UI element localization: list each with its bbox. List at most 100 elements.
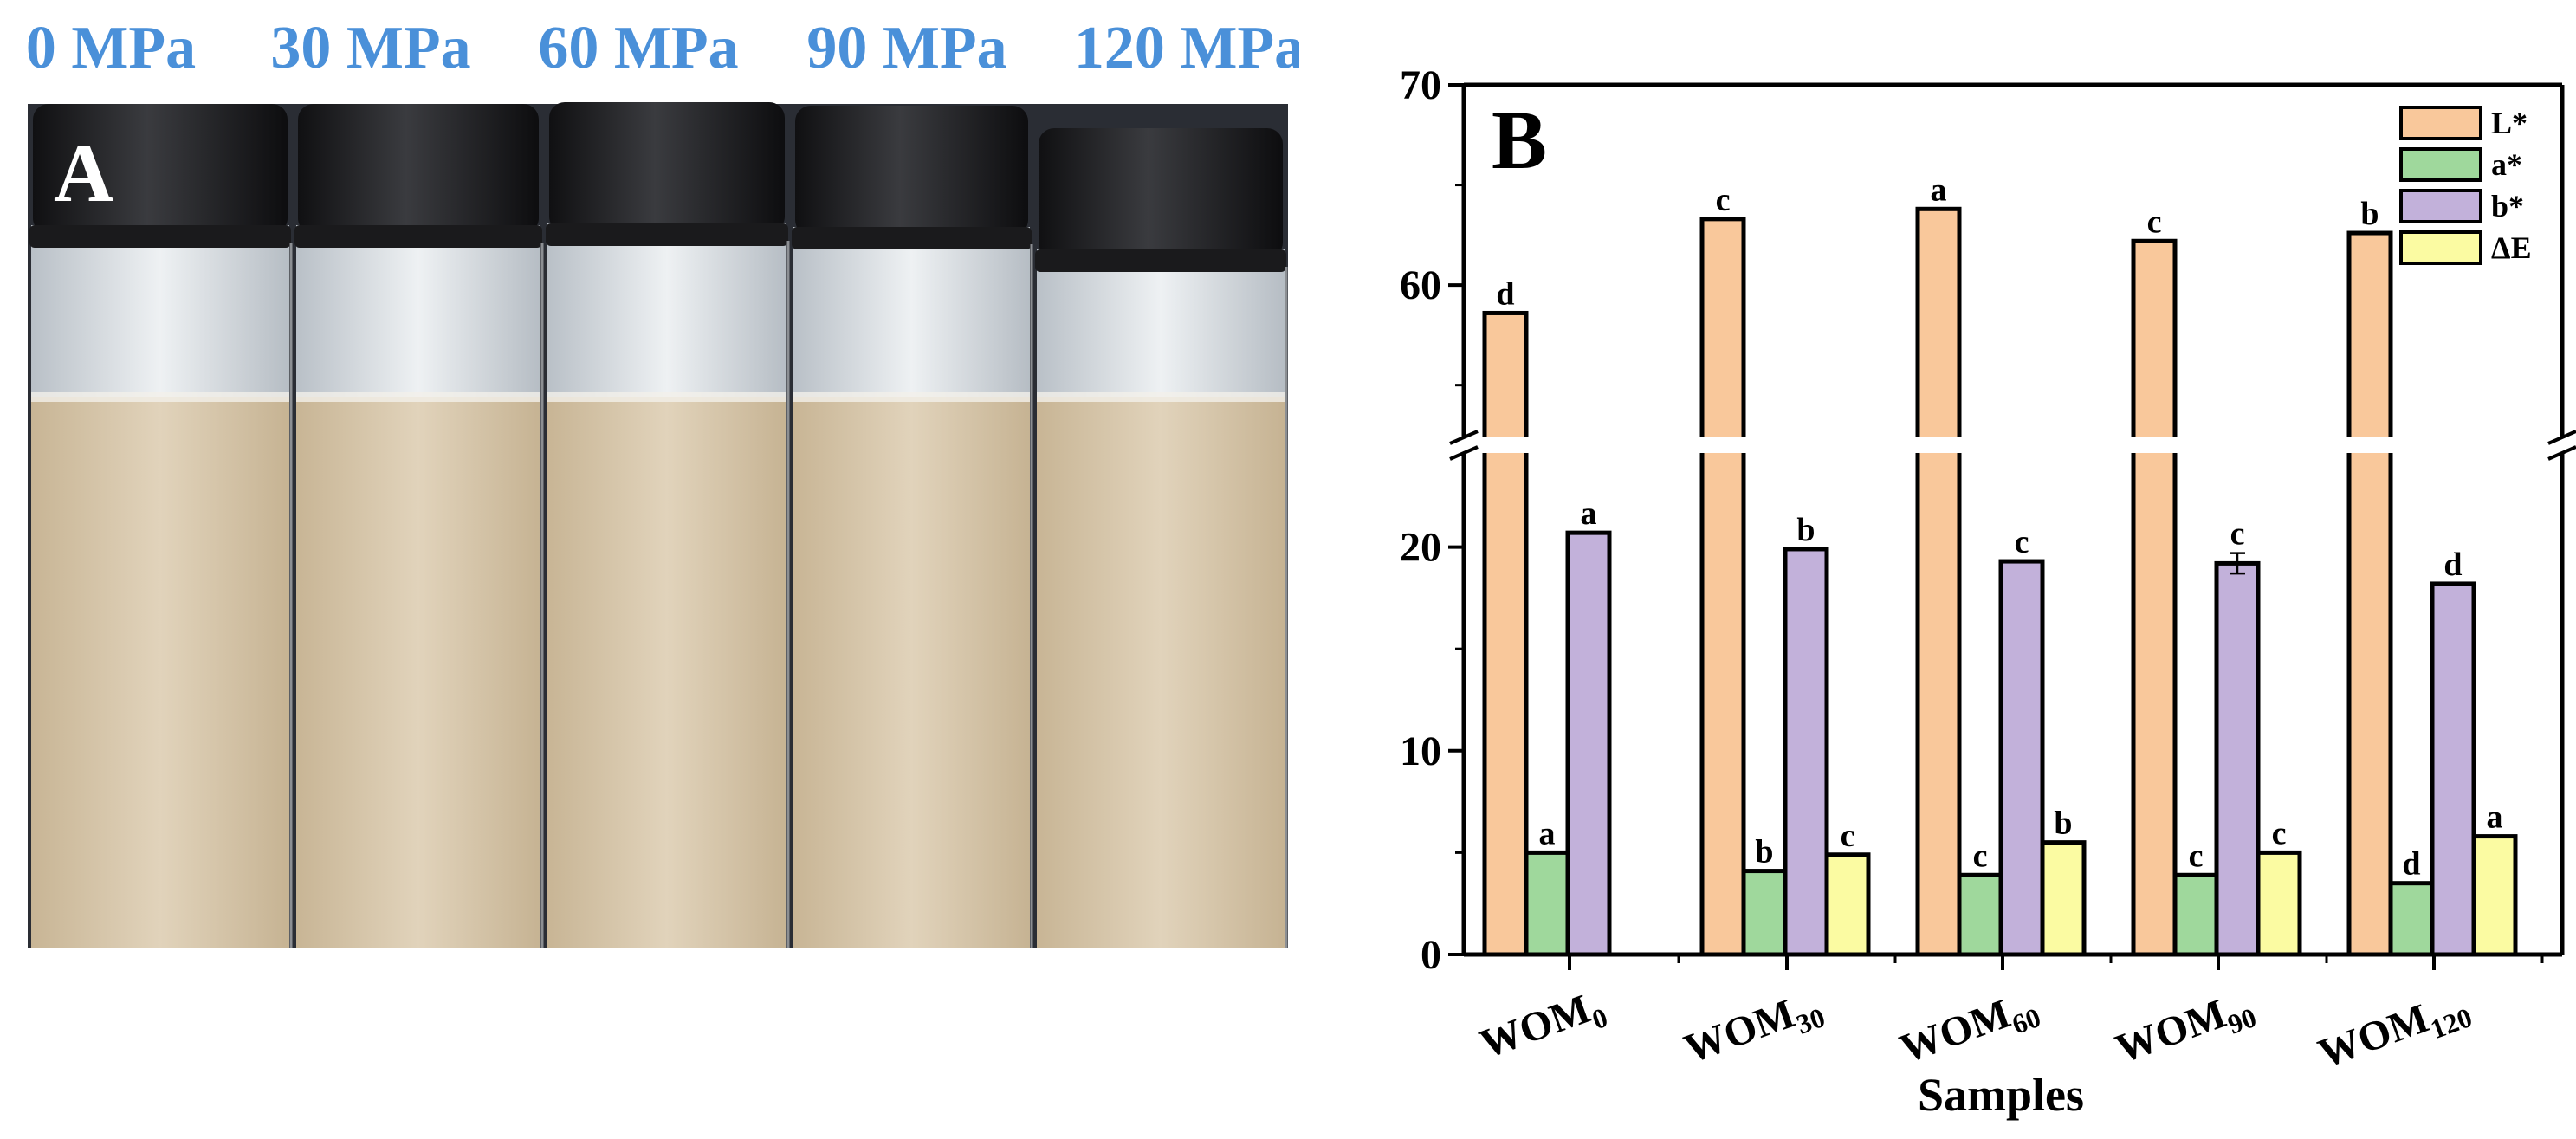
vial-liquid bbox=[793, 397, 1030, 948]
pressure-label: 90 MPa bbox=[806, 15, 1006, 81]
y-tick-label: 70 bbox=[1400, 62, 1441, 108]
pressure-label: 0 MPa bbox=[26, 15, 196, 81]
significance-letter: b bbox=[1755, 834, 1773, 870]
vial-cap bbox=[795, 106, 1028, 236]
vial-cap-rim bbox=[1035, 249, 1286, 272]
significance-letter: d bbox=[2402, 846, 2420, 883]
significance-letter: a bbox=[2487, 799, 2503, 836]
significance-letter: c bbox=[2272, 815, 2287, 851]
significance-letter: c bbox=[2230, 516, 2245, 553]
x-ticks: WOM0 WOM30 WOM60 WOM90 WOM120 bbox=[1474, 955, 2544, 1084]
vial-cap-rim bbox=[546, 223, 788, 246]
axes-frame bbox=[1461, 82, 2565, 957]
significance-letter: b bbox=[2054, 806, 2072, 842]
bar-a*-1 bbox=[1741, 869, 1788, 957]
panel-a-photo: A 0 MPa 30 MPa 60 MPa 90 MPa 120 MPa bbox=[26, 15, 1304, 948]
bar-a*-4 bbox=[2388, 881, 2435, 957]
bar-a*-3 bbox=[2172, 872, 2219, 957]
significance-letters: d c a c b a b c c d a b c c d c b c a bbox=[1496, 171, 2502, 882]
vial-3 bbox=[792, 106, 1033, 948]
significance-letter: a bbox=[1539, 815, 1556, 851]
significance-letter: b bbox=[1796, 512, 1815, 548]
vial-foam bbox=[296, 392, 540, 402]
significance-letter: c bbox=[2015, 524, 2029, 560]
vial-foam bbox=[1037, 392, 1285, 402]
y-tick-label: 0 bbox=[1421, 932, 1441, 978]
legend-label: ΔE bbox=[2491, 230, 2532, 265]
bar-b*-0 bbox=[1565, 530, 1612, 957]
bar-b*-1 bbox=[1783, 547, 1829, 957]
bar-b*-4 bbox=[2430, 581, 2476, 957]
pressure-label: 120 MPa bbox=[1074, 15, 1299, 81]
vial-cap bbox=[1039, 128, 1283, 258]
significance-letter: c bbox=[1716, 182, 1731, 218]
legend-label: b* bbox=[2491, 189, 2524, 223]
y-tick-label: 20 bbox=[1400, 525, 1441, 571]
bar-ΔE-2 bbox=[2040, 840, 2087, 957]
significance-letter: c bbox=[1973, 838, 1988, 874]
bar-L*-4 bbox=[2346, 230, 2393, 957]
x-axis-label: Samples bbox=[1918, 1069, 2084, 1121]
significance-letter: a bbox=[1931, 171, 1947, 208]
vial-foam bbox=[31, 392, 289, 402]
vial-liquid bbox=[31, 397, 289, 948]
legend-swatch-1 bbox=[2399, 147, 2482, 182]
bar-ΔE-3 bbox=[2256, 850, 2302, 957]
y-ticks: 0 10 20 60 70 bbox=[1400, 62, 1464, 978]
bar-ΔE-4 bbox=[2471, 834, 2518, 957]
vial-liquid bbox=[547, 397, 786, 948]
x-tick-label: WOM60 bbox=[1894, 981, 2045, 1079]
panel-b-chart: d c a c b a b c c d a b c c d c b c a 0 10 20 60 70 WOM0 WOM30 WOM… bbox=[1299, 0, 2576, 1135]
panel-b-label: B bbox=[1492, 94, 1547, 186]
x-tick-label: WOM30 bbox=[1679, 981, 1829, 1079]
vial-cap-rim bbox=[792, 227, 1032, 249]
vial-liquid bbox=[296, 397, 540, 948]
bar-L*-2 bbox=[1915, 206, 1962, 957]
y-tick-label: 60 bbox=[1400, 262, 1441, 308]
significance-letter: d bbox=[1496, 275, 1514, 312]
vial-foam bbox=[793, 392, 1030, 402]
y-tick-label: 10 bbox=[1400, 728, 1441, 774]
vial-cap-rim bbox=[294, 225, 542, 248]
bar-b*-3 bbox=[2214, 560, 2261, 957]
pressure-label: 30 MPa bbox=[270, 15, 470, 81]
bar-b*-2 bbox=[1998, 559, 2045, 957]
bars bbox=[1482, 206, 2518, 957]
bar-L*-0 bbox=[1482, 310, 1529, 957]
legend-swatch-3 bbox=[2399, 230, 2482, 265]
vial-cap-rim bbox=[29, 225, 291, 248]
legend-label: L* bbox=[2491, 106, 2527, 140]
bar-a*-2 bbox=[1957, 872, 2003, 957]
bar-L*-1 bbox=[1699, 217, 1746, 957]
bar-ΔE-1 bbox=[1824, 852, 1871, 957]
x-tick-label: WOM120 bbox=[2313, 981, 2476, 1084]
axis-break-gap bbox=[1457, 437, 2569, 453]
legend-label: a* bbox=[2491, 147, 2522, 182]
vial-4 bbox=[1035, 128, 1288, 948]
vial-1 bbox=[294, 104, 544, 948]
significance-letter: c bbox=[2147, 204, 2162, 240]
significance-letter: b bbox=[2360, 196, 2379, 232]
x-tick-label: WOM0 bbox=[1474, 981, 1612, 1074]
vial-liquid bbox=[1037, 397, 1285, 948]
x-tick-label: WOM90 bbox=[2110, 981, 2261, 1079]
significance-letter: c bbox=[1841, 818, 1855, 854]
vial-2 bbox=[546, 102, 790, 948]
significance-letter: a bbox=[1581, 495, 1597, 532]
legend-swatch-0 bbox=[2399, 106, 2482, 140]
bar-a*-0 bbox=[1524, 850, 1570, 957]
vial-cap bbox=[298, 104, 539, 234]
panel-a-label: A bbox=[54, 126, 113, 219]
legend: L* a* b* ΔE bbox=[2399, 106, 2532, 265]
vials-photo: A 0 MPa 30 MPa 60 MPa 90 MPa 120 MPa bbox=[26, 15, 1304, 948]
bar-L*-3 bbox=[2131, 238, 2178, 957]
vial-cap bbox=[33, 104, 288, 234]
significance-letter: c bbox=[2189, 838, 2204, 874]
vial-foam bbox=[547, 392, 786, 402]
vial-cap bbox=[549, 102, 785, 232]
pressure-label: 60 MPa bbox=[538, 15, 738, 81]
vial-0 bbox=[29, 104, 293, 948]
significance-letter: d bbox=[2443, 547, 2462, 583]
legend-swatch-2 bbox=[2399, 189, 2482, 223]
